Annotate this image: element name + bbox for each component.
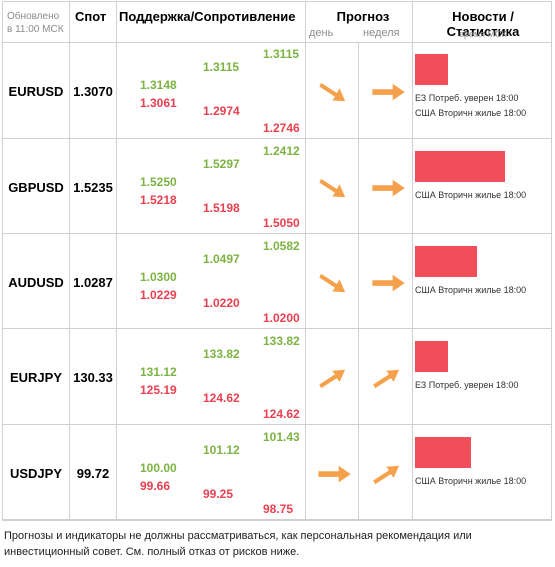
support-level-2: 1.0220 (203, 296, 240, 310)
resistance-level-3: 1.0582 (263, 239, 300, 253)
resistance-level-1: 100.00 (140, 461, 177, 475)
spot-price: 1.5235 (73, 180, 113, 195)
support-level-1: 125.19 (140, 383, 177, 397)
disclaimer-text: Прогнозы и индикаторы не должны рассматр… (4, 530, 472, 558)
resistance-level-2: 133.82 (203, 347, 240, 361)
forecast-day-down-right-arrow-icon (319, 273, 346, 293)
currency-pair: AUDUSD (8, 275, 64, 290)
news-impact-bar (415, 437, 471, 468)
table-row: AUDUSD 1.0287 1.0300 1.0229 1.0497 1.0220 1.05… (3, 234, 551, 329)
forecast-week-header: неделя (363, 27, 400, 39)
divider (69, 2, 70, 520)
divider (358, 42, 359, 520)
news-impact-bar (415, 151, 505, 182)
currency-pair: USDJPY (9, 466, 63, 481)
currency-pair: GBPUSD (8, 180, 64, 195)
forecast-week-right-arrow-icon (372, 179, 405, 197)
updated-time-label: Обновлено в 11:00 МСК (7, 11, 64, 35)
forecast-week-up-right-arrow-icon (373, 465, 400, 485)
news-item: США Вторичн жилье 18:00 (415, 190, 527, 200)
forecast-day-header: день (309, 27, 334, 39)
resistance-level-3: 1.2412 (263, 144, 300, 158)
support-level-1: 99.66 (140, 479, 171, 493)
spot-price: 99.72 (76, 466, 110, 481)
spot-header: Спот (75, 9, 107, 24)
resistance-level-3: 101.43 (263, 430, 300, 444)
forecast-week-up-right-arrow-icon (373, 369, 400, 389)
table-header: Обновлено в 11:00 МСК Спот Поддержка/Соп… (3, 2, 551, 43)
table-row: EURUSD 1.3070 1.3148 1.3061 1.3115 1.2974 1.31… (3, 42, 551, 139)
currency-pair: EURUSD (8, 84, 64, 99)
news-item: ЕЗ Потреб. уверен 18:00 (415, 380, 519, 390)
news-item: США Вторичн жилье 18:00 (415, 108, 527, 118)
news-impact-bar (415, 246, 477, 277)
news-item: США Вторичн жилье 18:00 (415, 476, 527, 486)
forecast-week-right-arrow-icon (372, 274, 405, 292)
support-level-3: 124.62 (263, 407, 300, 421)
resistance-level-3: 1.3115 (263, 47, 300, 61)
support-level-3: 1.2746 (263, 121, 300, 135)
support-level-1: 1.0229 (140, 288, 177, 302)
forecast-week-right-arrow-icon (372, 83, 405, 101)
spot-price: 1.0287 (73, 275, 113, 290)
support-level-2: 99.25 (203, 487, 234, 501)
divider (412, 2, 413, 520)
support-level-3: 98.75 (263, 502, 294, 516)
news-impact-bar (415, 341, 448, 372)
divider (305, 2, 306, 520)
news-header: Новости / Статистика (446, 9, 520, 39)
news-item: США Вторичн жилье 18:00 (415, 285, 527, 295)
resistance-level-2: 101.12 (203, 443, 240, 457)
currency-pair: EURJPY (9, 370, 63, 385)
forecast-header: Прогноз (336, 9, 390, 24)
resistance-level-2: 1.0497 (203, 252, 240, 266)
support-level-3: 1.0200 (263, 311, 300, 325)
news-item: ЕЗ Потреб. уверен 18:00 (415, 93, 519, 103)
table-row: USDJPY 99.72 100.00 99.66 101.12 99.25 101.43 9… (3, 425, 551, 520)
table-row: EURJPY 130.33 131.12 125.19 133.82 124.62 133.… (3, 329, 551, 425)
resistance-level-1: 1.0300 (140, 270, 177, 284)
resistance-level-3: 133.82 (263, 334, 300, 348)
resistance-level-2: 1.3115 (203, 60, 240, 74)
news-time-header: время МСК (459, 29, 507, 39)
forecast-day-down-right-arrow-icon (319, 82, 346, 102)
support-level-2: 1.2974 (203, 104, 240, 118)
table-row: GBPUSD 1.5235 1.5250 1.5218 1.5297 1.5198 1.24… (3, 139, 551, 234)
support-level-2: 1.5198 (203, 201, 240, 215)
divider (116, 2, 117, 520)
support-level-3: 1.5050 (263, 216, 300, 230)
forecast-day-up-right-arrow-icon (319, 369, 346, 389)
resistance-level-1: 1.3148 (140, 78, 177, 92)
support-level-2: 124.62 (203, 391, 240, 405)
support-level-1: 1.5218 (140, 193, 177, 207)
forecast-day-down-right-arrow-icon (319, 178, 346, 198)
resistance-level-2: 1.5297 (203, 157, 240, 171)
support-level-1: 1.3061 (140, 96, 177, 110)
forecast-table: Обновлено в 11:00 МСК Спот Поддержка/Соп… (2, 1, 552, 521)
spot-price: 1.3070 (73, 84, 113, 99)
forecast-day-right-arrow-icon (318, 465, 351, 483)
spot-price: 130.33 (73, 370, 113, 385)
news-impact-bar (415, 54, 448, 85)
resistance-level-1: 1.5250 (140, 175, 177, 189)
resistance-level-1: 131.12 (140, 365, 177, 379)
support-resistance-header: Поддержка/Сопротивление (119, 9, 296, 24)
